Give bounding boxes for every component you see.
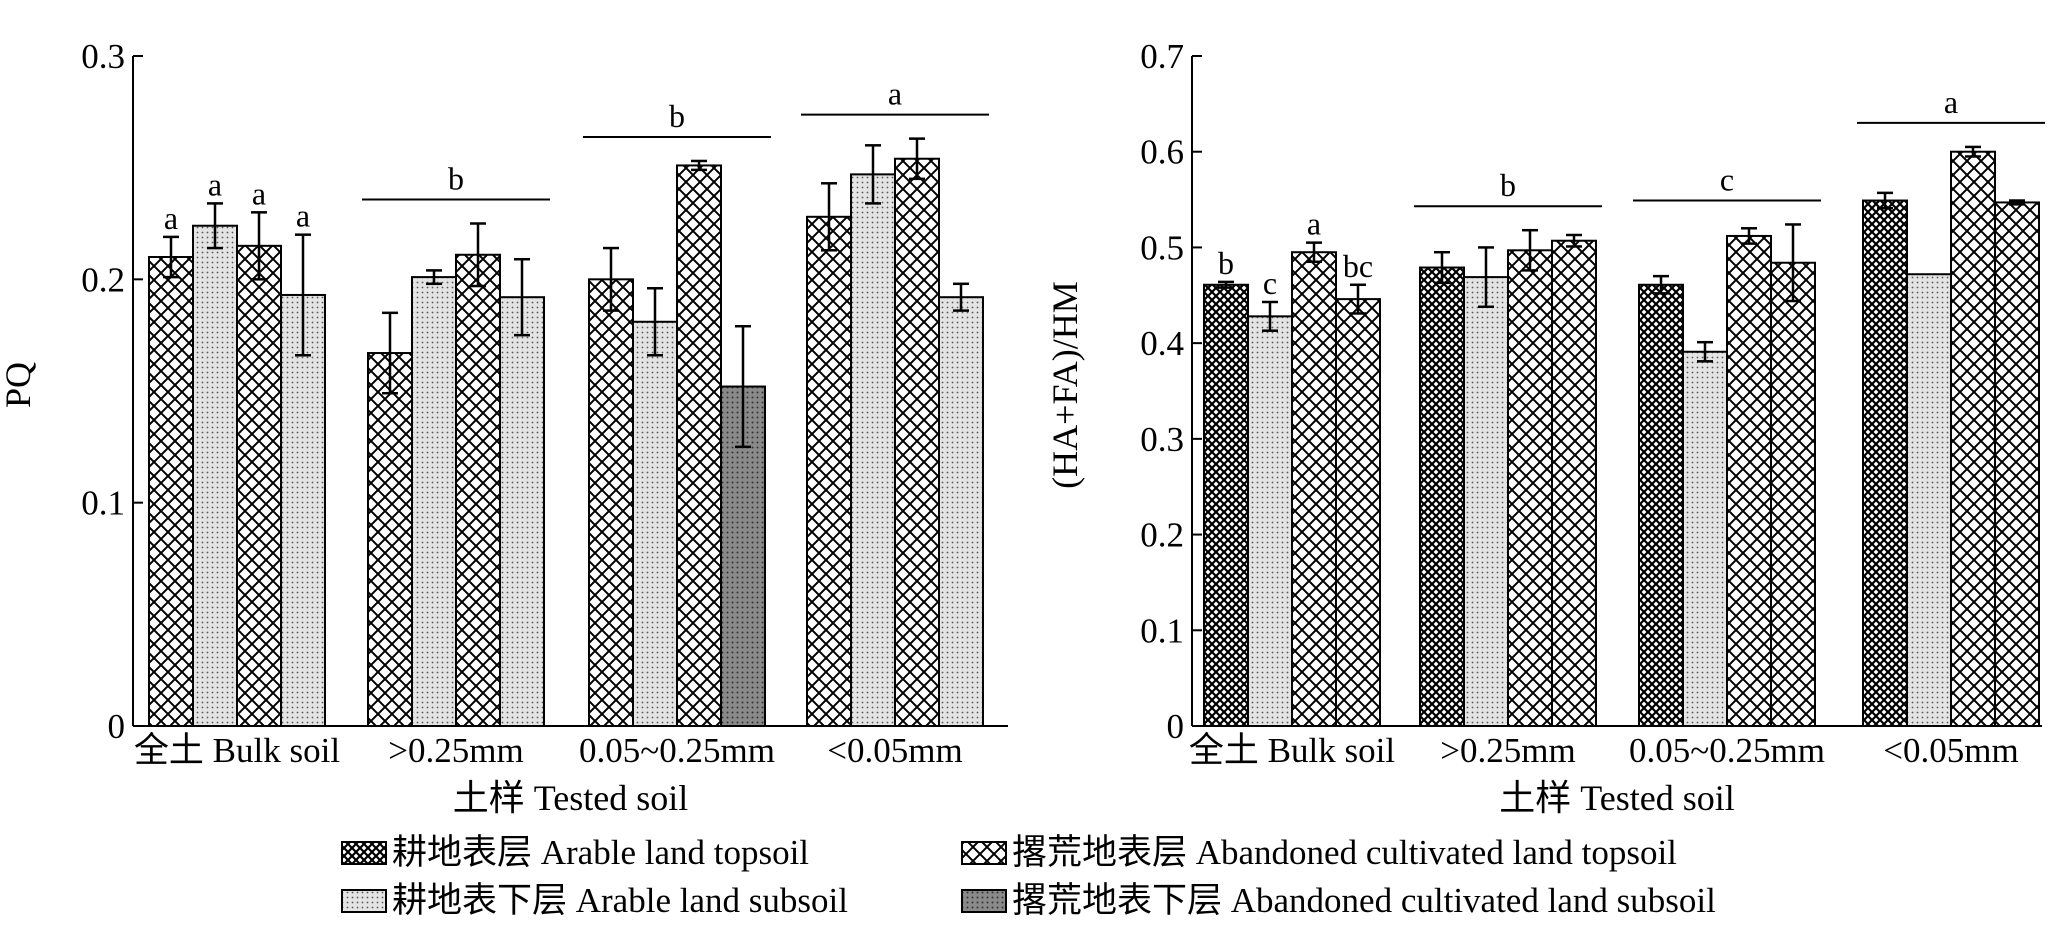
bar-significance-label: a [252, 175, 266, 211]
bar-significance-label: a [208, 166, 222, 202]
y-tick-label: 0 [108, 707, 126, 746]
bar [676, 164, 722, 727]
bar [1335, 298, 1381, 727]
y-tick-label: 0.3 [81, 37, 125, 76]
group-significance-label: b [1500, 167, 1516, 203]
bar [1770, 261, 1816, 727]
bar [1463, 276, 1509, 727]
legend-label: 撂荒地表层 Abandoned cultivated land topsoil [1012, 833, 1677, 872]
legend-label: 耕地表下层 Arable land subsoil [392, 881, 848, 920]
legend-swatch [961, 889, 1007, 913]
bar [894, 157, 940, 727]
bar [1862, 199, 1908, 727]
bar-significance-label: c [1263, 265, 1277, 301]
bar [455, 253, 501, 727]
bar [1291, 251, 1337, 727]
bar [1682, 350, 1728, 727]
x-tick-label: >0.25mm [1440, 731, 1575, 770]
y-axis-title: PQ [0, 362, 38, 408]
group-significance-label: a [1944, 84, 1958, 120]
x-tick-label: 0.05~0.25mm [1629, 731, 1825, 770]
bar [850, 173, 896, 728]
x-axis-title: 土样 Tested soil [453, 778, 688, 818]
x-tick-label: <0.05mm [827, 731, 962, 770]
y-tick-label: 0.5 [1140, 228, 1184, 267]
y-tick-label: 0.1 [81, 484, 125, 523]
y-tick-label: 0.1 [1140, 611, 1184, 650]
y-axis-title: (HA+FA)/HM [1045, 281, 1085, 489]
bar [1950, 150, 1996, 727]
bar [411, 276, 457, 727]
bar [588, 278, 634, 727]
bar [367, 352, 413, 727]
legend-label: 撂荒地表下层 Abandoned cultivated land subsoil [1012, 881, 1716, 920]
bar [1994, 201, 2040, 727]
bar [236, 244, 282, 727]
bar [1419, 266, 1465, 727]
y-tick-label: 0.7 [1140, 37, 1184, 76]
bar [1203, 283, 1249, 727]
bar [938, 296, 984, 727]
y-tick-label: 0.4 [1140, 324, 1184, 363]
bar-significance-label: b [1218, 245, 1234, 281]
bar [1247, 315, 1293, 727]
bar [806, 215, 852, 728]
y-tick-label: 0.6 [1140, 133, 1184, 172]
bar-significance-label: a [164, 200, 178, 236]
bar [632, 320, 678, 727]
x-tick-label: <0.05mm [1883, 731, 2018, 770]
legend: 耕地表层 Arable land topsoil 撂荒地表层 Abandoned … [341, 833, 1716, 920]
legend-label: 耕地表层 Arable land topsoil [392, 833, 809, 872]
bar [192, 224, 238, 727]
y-tick-label: 0.2 [81, 260, 125, 299]
x-tick-label: 0.05~0.25mm [579, 731, 775, 770]
y-tick-label: 0 [1167, 707, 1185, 746]
x-axis-title: 土样 Tested soil [1499, 778, 1734, 818]
bar [1551, 239, 1597, 727]
humification-ratio-chart: 00.10.20.30.40.50.60.7(HA+FA)/HMbcabc全土 … [1045, 37, 2045, 818]
legend-swatch [341, 889, 387, 913]
x-tick-label: >0.25mm [388, 731, 523, 770]
bar-significance-label: bc [1343, 248, 1373, 284]
bar-significance-label: a [1307, 206, 1321, 242]
group-significance-label: b [669, 98, 685, 134]
bar [1726, 234, 1772, 727]
bar-significance-label: a [296, 198, 310, 234]
bar [148, 256, 194, 727]
bar [1638, 283, 1684, 727]
bar [280, 293, 326, 727]
y-tick-label: 0.2 [1140, 516, 1184, 555]
bar [1906, 273, 1952, 727]
x-tick-label: 全土 Bulk soil [134, 731, 340, 770]
x-tick-label: 全土 Bulk soil [1189, 731, 1395, 770]
y-tick-label: 0.3 [1140, 420, 1184, 459]
group-significance-label: b [448, 161, 464, 197]
legend-swatch [341, 841, 387, 865]
legend-swatch [961, 841, 1007, 865]
group-significance-label: c [1720, 161, 1734, 197]
bar [499, 296, 545, 727]
bar [1507, 249, 1553, 728]
group-significance-label: a [888, 76, 902, 112]
